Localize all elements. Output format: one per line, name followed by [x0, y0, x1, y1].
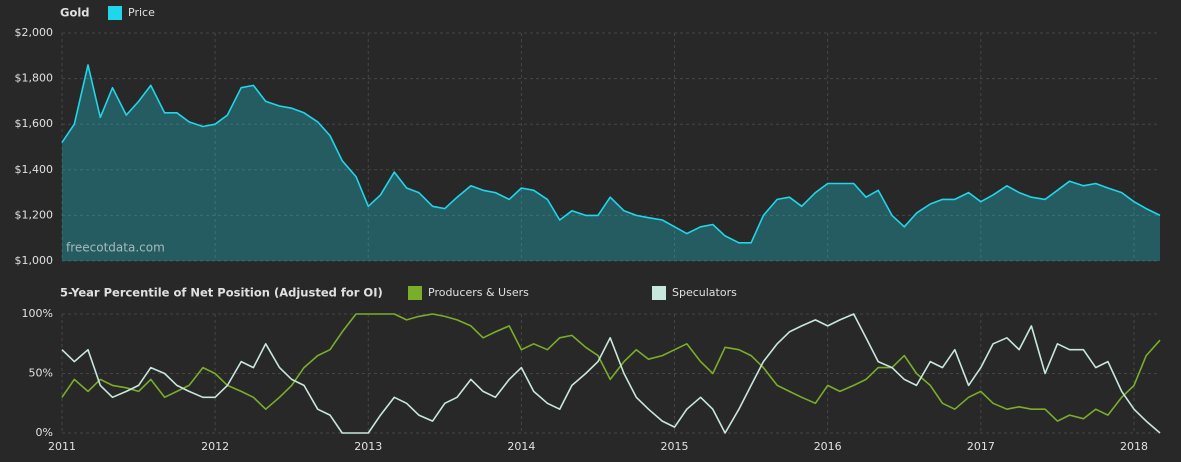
y-tick-label: $1,200	[15, 208, 54, 221]
chart-title: Gold	[60, 6, 90, 20]
x-tick-label: 2015	[661, 440, 689, 453]
y-tick-label: $1,400	[15, 163, 54, 176]
x-tick-label: 2013	[354, 440, 382, 453]
y-tick-label: $1,000	[15, 254, 54, 267]
y-tick-label: 100%	[22, 307, 53, 320]
watermark: freecotdata.com	[66, 241, 165, 255]
legend-label: Price	[128, 6, 155, 19]
chart-title: 5-Year Percentile of Net Position (Adjus…	[60, 286, 383, 300]
y-tick-label: $1,600	[15, 117, 54, 130]
area-fill	[62, 64, 1160, 262]
series-line	[61, 64, 1161, 244]
legend-swatch	[108, 6, 122, 20]
x-tick-label: 2012	[201, 440, 229, 453]
legend-swatch	[652, 286, 666, 300]
y-tick-label: $1,800	[15, 72, 54, 85]
y-tick-label: 50%	[29, 367, 53, 380]
x-tick-label: 2016	[814, 440, 842, 453]
series-line	[61, 313, 1161, 422]
x-tick-label: 2018	[1120, 440, 1148, 453]
x-tick-label: 2017	[967, 440, 995, 453]
y-tick-label: 0%	[36, 426, 53, 439]
x-tick-label: 2011	[48, 440, 76, 453]
legend-swatch	[408, 286, 422, 300]
x-tick-label: 2014	[507, 440, 535, 453]
legend-label: Producers & Users	[428, 286, 529, 299]
series-line	[61, 313, 1161, 434]
y-tick-label: $2,000	[15, 26, 54, 39]
legend-label: Speculators	[672, 286, 737, 299]
